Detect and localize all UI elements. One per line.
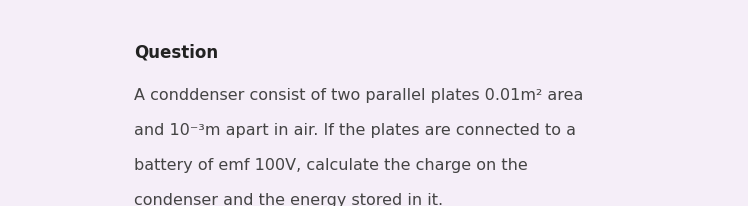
Text: Question: Question — [134, 44, 218, 62]
Text: condenser and the energy stored in it.: condenser and the energy stored in it. — [134, 193, 444, 206]
Text: battery of emf 100V, calculate the charge on the: battery of emf 100V, calculate the charg… — [134, 158, 528, 173]
Text: A conddenser consist of two parallel plates 0.01m² area: A conddenser consist of two parallel pla… — [134, 88, 583, 103]
Text: and 10⁻³m apart in air. If the plates are connected to a: and 10⁻³m apart in air. If the plates ar… — [134, 123, 576, 138]
